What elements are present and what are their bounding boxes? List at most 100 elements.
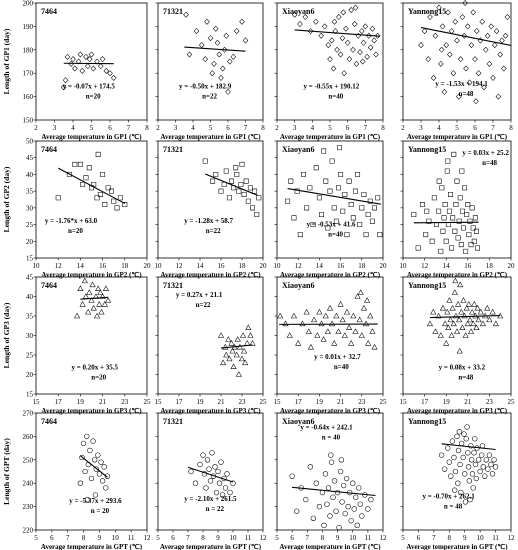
data-point	[337, 145, 343, 151]
data-point	[350, 312, 357, 319]
y-tick-label: 180	[23, 46, 34, 54]
data-point	[102, 285, 109, 291]
x-tick-label: 10	[349, 534, 357, 542]
panel-yannong15-row4: 5 6 7 8 9 10 11 12 Yannong15 y = -0.70x + 262.1 n …	[400, 412, 515, 550]
x-tick-label: 17	[55, 398, 63, 406]
data-point	[93, 466, 99, 472]
data-point	[297, 21, 303, 28]
data-point	[77, 51, 84, 58]
data-point	[222, 343, 229, 350]
data-point	[436, 4, 442, 11]
data-point	[343, 308, 351, 315]
data-point	[426, 320, 434, 327]
data-point	[477, 468, 483, 475]
data-point	[371, 343, 378, 350]
data-point	[221, 181, 227, 187]
data-point	[295, 340, 302, 346]
data-point	[213, 489, 220, 496]
trend-line	[287, 188, 381, 205]
data-point	[445, 158, 451, 164]
x-tick-label: 12	[295, 262, 303, 270]
sample-size-label: n=48	[459, 90, 474, 98]
data-point	[450, 70, 457, 77]
data-point	[314, 332, 321, 338]
data-point	[321, 23, 328, 30]
data-point	[451, 151, 457, 157]
plot-frame	[276, 276, 384, 395]
data-point	[318, 32, 324, 39]
data-point	[470, 485, 476, 491]
data-point	[86, 289, 93, 295]
data-point	[450, 320, 457, 327]
data-point	[439, 185, 445, 191]
data-point	[444, 168, 450, 174]
data-point	[364, 53, 370, 60]
data-point	[479, 18, 485, 25]
x-axis-label: Average temperature in GP1 (℃)	[41, 133, 142, 141]
data-point	[438, 46, 445, 53]
x-tick-label: 15	[400, 398, 408, 406]
panel-71321-row2: 10 12 14 16 18 20 71321 y = -1.28x + 58.7 n=22 Av…	[155, 140, 267, 279]
data-point	[432, 32, 439, 39]
data-point	[457, 461, 463, 468]
sample-size-label: n=48	[458, 373, 473, 381]
x-tick-label: 23	[358, 398, 366, 406]
x-tick-label: 7	[364, 124, 368, 132]
data-point	[438, 248, 444, 254]
data-point	[458, 489, 464, 496]
data-point	[445, 324, 452, 330]
x-tick-label: 21	[99, 398, 107, 406]
data-point	[332, 28, 339, 35]
data-point	[431, 195, 437, 201]
data-point	[210, 178, 216, 184]
data-point	[465, 450, 471, 456]
x-axis-label: Average temperature in GP3 (℃)	[160, 407, 261, 415]
data-point	[490, 74, 496, 81]
x-tick-label: 12	[55, 262, 63, 270]
data-point	[459, 14, 466, 21]
x-tick-label: 8	[448, 534, 452, 542]
x-tick-label: 21	[464, 398, 472, 406]
trend-line	[413, 221, 479, 224]
data-point	[371, 37, 377, 44]
data-point	[88, 51, 95, 58]
data-point	[94, 195, 100, 201]
x-tick-label: 8	[201, 534, 205, 542]
data-point	[468, 443, 474, 449]
panel-xiaoyan6-row1: 2 3 4 5 6 7 8 Xiaoyan6 y = -0.55x + 190.12 n=40 Av…	[274, 2, 385, 141]
data-point	[80, 181, 86, 187]
data-point	[424, 208, 430, 214]
data-point	[82, 468, 88, 475]
y-axis-label: Length of GP1 (day)	[2, 28, 11, 94]
data-point	[277, 312, 284, 319]
x-tick-label: 6	[290, 534, 294, 542]
data-point	[359, 205, 365, 211]
data-point	[98, 308, 105, 315]
data-point	[80, 440, 87, 447]
x-tick-label: 5	[156, 534, 160, 542]
data-point	[90, 65, 97, 72]
data-point	[286, 332, 293, 338]
data-point	[209, 70, 216, 77]
data-point	[456, 429, 462, 435]
data-point	[456, 316, 463, 323]
data-point	[455, 480, 461, 486]
x-tick-label: 6	[108, 124, 112, 132]
data-point	[218, 188, 224, 194]
sample-size-label: n = 20	[91, 507, 110, 515]
data-point	[357, 289, 364, 295]
data-point	[365, 340, 372, 346]
data-point	[326, 304, 334, 311]
data-point	[337, 468, 344, 475]
data-point	[465, 202, 471, 207]
sample-size-label: n=48	[482, 159, 497, 167]
data-point	[91, 457, 98, 463]
x-tick-label: 10	[33, 262, 41, 270]
data-point	[365, 506, 371, 512]
data-point	[236, 188, 242, 194]
data-point	[446, 208, 452, 214]
sample-size-label: n=40	[328, 230, 343, 238]
data-point	[430, 308, 437, 315]
panel-71321-row1: 2 3 4 5 6 7 8 71321 y = -0.50x + 182.9 n=22 Averag…	[155, 2, 265, 141]
data-point	[294, 508, 300, 514]
